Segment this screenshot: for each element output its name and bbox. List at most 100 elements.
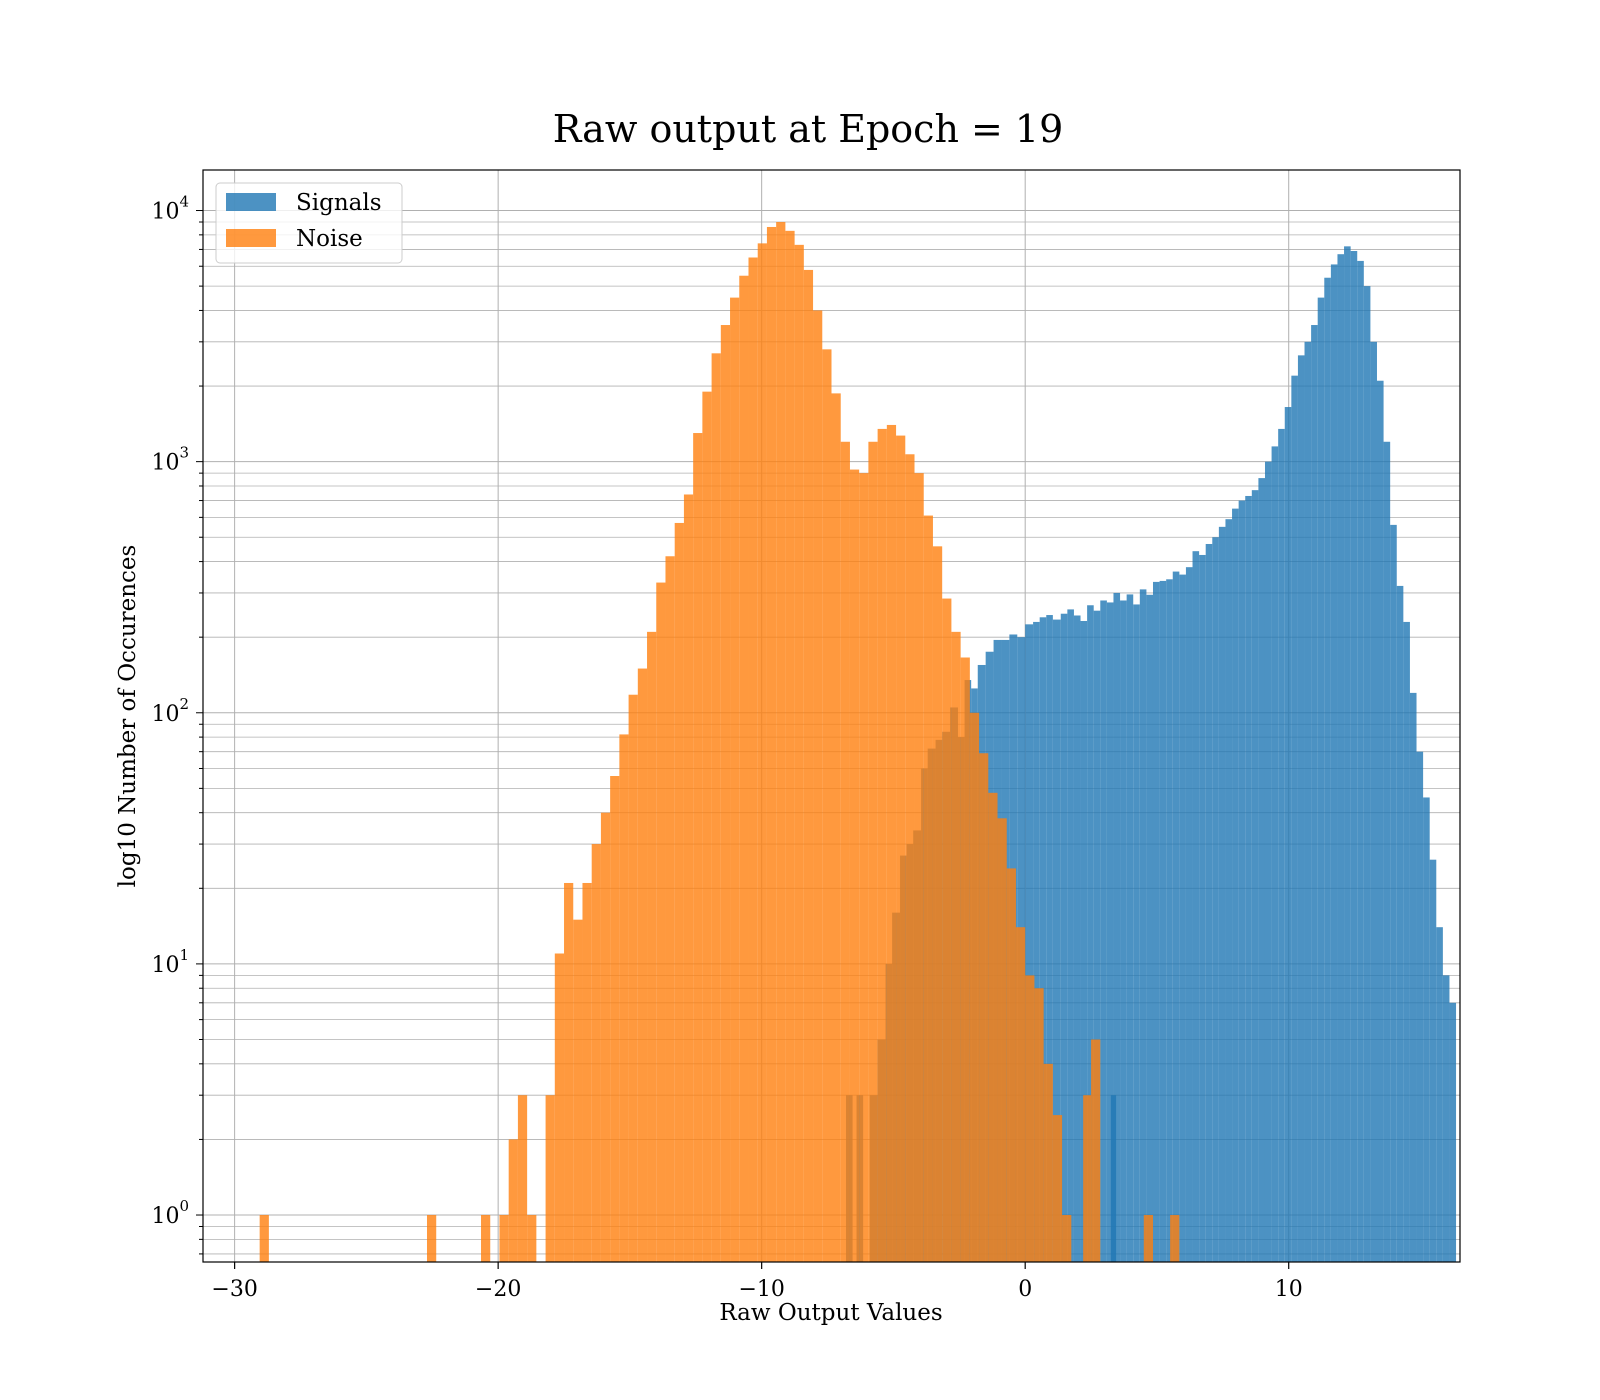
histogram-bar-signals [1212, 537, 1219, 1262]
y-tick-label: 102 [151, 695, 189, 727]
histogram-bar-noise [582, 882, 592, 1262]
legend-swatch-noise [226, 229, 276, 247]
histogram-bar-signals [1033, 621, 1040, 1262]
histogram-bar-noise [573, 919, 583, 1262]
histogram-bar-noise [932, 546, 943, 1262]
histogram-bar-signals [1264, 461, 1272, 1262]
y-tick-base: 10 [151, 451, 179, 476]
legend: Signals Noise [215, 182, 403, 264]
histogram-bar-signals [1060, 613, 1068, 1262]
histogram-bar-noise [545, 1095, 555, 1262]
histogram-bar-signals [1396, 585, 1404, 1262]
histogram-bar-signals [1113, 592, 1121, 1262]
histogram-bar-signals [1126, 594, 1134, 1262]
histogram-bar-noise [979, 753, 989, 1262]
histogram-bar-noise [693, 433, 703, 1262]
histogram-bar-noise [683, 494, 694, 1262]
histogram-bar-signals [1159, 580, 1167, 1262]
histogram-bar-signals [1291, 375, 1298, 1262]
histogram-bar-signals [1376, 380, 1384, 1263]
series-noise-bars [259, 222, 1180, 1263]
histogram-bar-noise [508, 1139, 518, 1262]
histogram-bar-signals [1073, 615, 1081, 1262]
histogram-bar-noise [527, 1215, 537, 1262]
histogram-bar-signals [1258, 478, 1265, 1262]
histogram-bar-noise [656, 582, 666, 1262]
histogram-bar-noise [730, 297, 740, 1263]
y-tick-exponent: 1 [179, 946, 189, 964]
histogram-bar-noise [831, 393, 841, 1262]
histogram-bar-noise [591, 844, 601, 1262]
histogram-bar-noise [794, 244, 804, 1262]
x-tick-label: 10 [1275, 1277, 1303, 1302]
histogram-bar-signals [1067, 609, 1074, 1262]
histogram-bar-signals [1251, 490, 1259, 1263]
y-tick-exponent: 3 [179, 444, 189, 462]
x-tick-label: 0 [1018, 1277, 1032, 1302]
histogram-bar-noise [600, 812, 611, 1262]
histogram-bar-signals [1110, 1095, 1117, 1262]
histogram-bar-noise [1143, 1215, 1153, 1262]
histogram-bar-signals [1403, 621, 1410, 1262]
histogram-bar-noise [905, 454, 915, 1262]
legend-swatch-signals [226, 193, 276, 211]
histogram-bar-signals [1350, 250, 1358, 1263]
histogram-bar-signals [1238, 500, 1246, 1262]
histogram-bar-noise [923, 515, 933, 1262]
histogram-bar-noise [969, 712, 980, 1262]
histogram-bar-noise [739, 275, 749, 1263]
histogram-bar-signals [1046, 615, 1053, 1262]
histogram-bar-signals [1390, 524, 1397, 1262]
histogram-bar-signals [1152, 581, 1160, 1262]
histogram-bar-signals [1383, 441, 1391, 1263]
histogram-bar-noise [1083, 1095, 1092, 1262]
plot-frame [202, 169, 1461, 1263]
y-tick-exponent: 2 [179, 695, 189, 713]
y-tick-base: 10 [151, 953, 179, 978]
y-tick-base: 10 [151, 200, 179, 225]
histogram-bar-noise [481, 1215, 491, 1262]
histogram-bar-noise [1025, 975, 1035, 1262]
histogram-bar-noise [702, 391, 712, 1262]
histogram-bar-signals [1363, 286, 1371, 1262]
y-tick-base: 10 [151, 1204, 179, 1229]
histogram-bar-noise [886, 424, 897, 1262]
histogram-bar-noise [748, 257, 758, 1262]
x-tick-label: −20 [475, 1277, 521, 1302]
histogram-bar-signals [1423, 797, 1430, 1262]
histogram-bar-signals [1297, 355, 1305, 1262]
histogram-bar-noise [951, 631, 961, 1262]
legend-label-noise: Noise [296, 226, 363, 252]
histogram-bar-signals [1409, 692, 1417, 1262]
histogram-bar-noise [610, 776, 620, 1262]
histogram-bar-signals [1442, 975, 1450, 1262]
histogram-bar-signals [1449, 1002, 1457, 1262]
histogram-bar-signals [1225, 519, 1233, 1262]
histogram-bar-signals [1357, 260, 1364, 1262]
histogram-bar-noise [1015, 927, 1026, 1262]
histogram-bar-noise [499, 1215, 509, 1262]
y-axis-label: log10 Number of Occurences [115, 545, 141, 888]
histogram-bar-noise [554, 953, 565, 1262]
histogram-bar-signals [1185, 567, 1193, 1262]
histogram-bar-signals [1052, 619, 1061, 1262]
histogram-bar-signals [1284, 407, 1292, 1263]
histogram-bar-signals [1192, 551, 1200, 1262]
histogram-bar-signals [1093, 610, 1101, 1262]
histogram-bar-signals [1166, 579, 1173, 1262]
histogram-bar-noise [674, 522, 684, 1262]
histogram-bar-signals [1317, 297, 1325, 1263]
histogram-bar-signals [1120, 600, 1127, 1262]
legend-label-signals: Signals [296, 190, 382, 216]
histogram-bar-noise [757, 243, 767, 1263]
histogram-bar-signals [1025, 624, 1034, 1262]
histogram-bar-signals [1179, 574, 1186, 1262]
y-tick-label: 100 [151, 1197, 189, 1229]
histogram-bar-noise [988, 792, 998, 1262]
histogram-bar-signals [1106, 602, 1114, 1262]
histogram-bar-noise [619, 734, 629, 1262]
y-tick-exponent: 4 [179, 193, 189, 211]
histogram-bar-signals [1324, 277, 1331, 1262]
histogram-bar-noise [1043, 1063, 1053, 1262]
histogram-bar-signals [1337, 254, 1345, 1262]
